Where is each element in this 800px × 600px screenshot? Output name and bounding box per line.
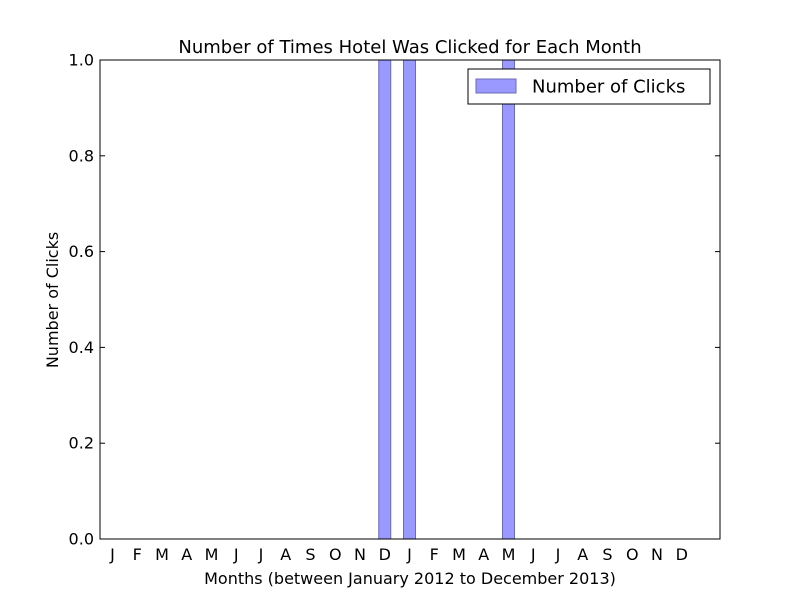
x-tick-label: J [258,545,264,564]
bar-16 [502,59,515,540]
x-tick-label: M [205,545,219,564]
x-tick-label: S [305,545,315,564]
x-tick-label: N [354,545,366,564]
y-tick-label: 1.0 [69,51,94,70]
legend-swatch [475,78,517,94]
x-tick-label: J [555,545,561,564]
x-tick-label: A [577,545,588,564]
bar-11 [378,59,392,540]
x-tick-label: J [530,545,536,564]
bar-layer [378,59,515,540]
x-tick-label: N [651,545,663,564]
legend-label: Number of Clicks [532,77,685,98]
x-tick-label: M [452,545,466,564]
y-tick-label: 0.6 [69,242,94,261]
y-tick-label: 0.0 [69,530,94,549]
plot-area-frame [99,59,721,540]
x-tick-label: A [478,545,489,564]
x-tick-label: A [181,545,192,564]
x-tick-label: F [133,545,142,564]
x-tick-label: M [502,545,516,564]
legend: Number of Clicks [467,68,711,105]
y-tick-label: 0.8 [69,146,94,165]
x-tick-label: S [602,545,612,564]
chart-title: Number of Times Hotel Was Clicked for Ea… [178,37,641,58]
x-tick-label: O [329,545,342,564]
x-tick-label: A [280,545,291,564]
x-tick-label: D [379,545,391,564]
x-tick-label: F [430,545,439,564]
x-tick-label: J [109,545,115,564]
y-axis-ticks: 0.0 0.2 0.4 0.6 0.8 1.0 [69,51,720,549]
y-tick-label: 0.2 [69,434,94,453]
y-axis-label: Number of Clicks [43,232,62,368]
y-tick-label: 0.4 [69,338,94,357]
x-tick-label: J [406,545,412,564]
x-tick-label: O [626,545,639,564]
x-tick-label: M [155,545,169,564]
x-tick-label: D [676,545,688,564]
bar-12 [403,59,416,540]
x-axis-label: Months (between January 2012 to December… [204,569,616,588]
x-tick-label: J [233,545,239,564]
